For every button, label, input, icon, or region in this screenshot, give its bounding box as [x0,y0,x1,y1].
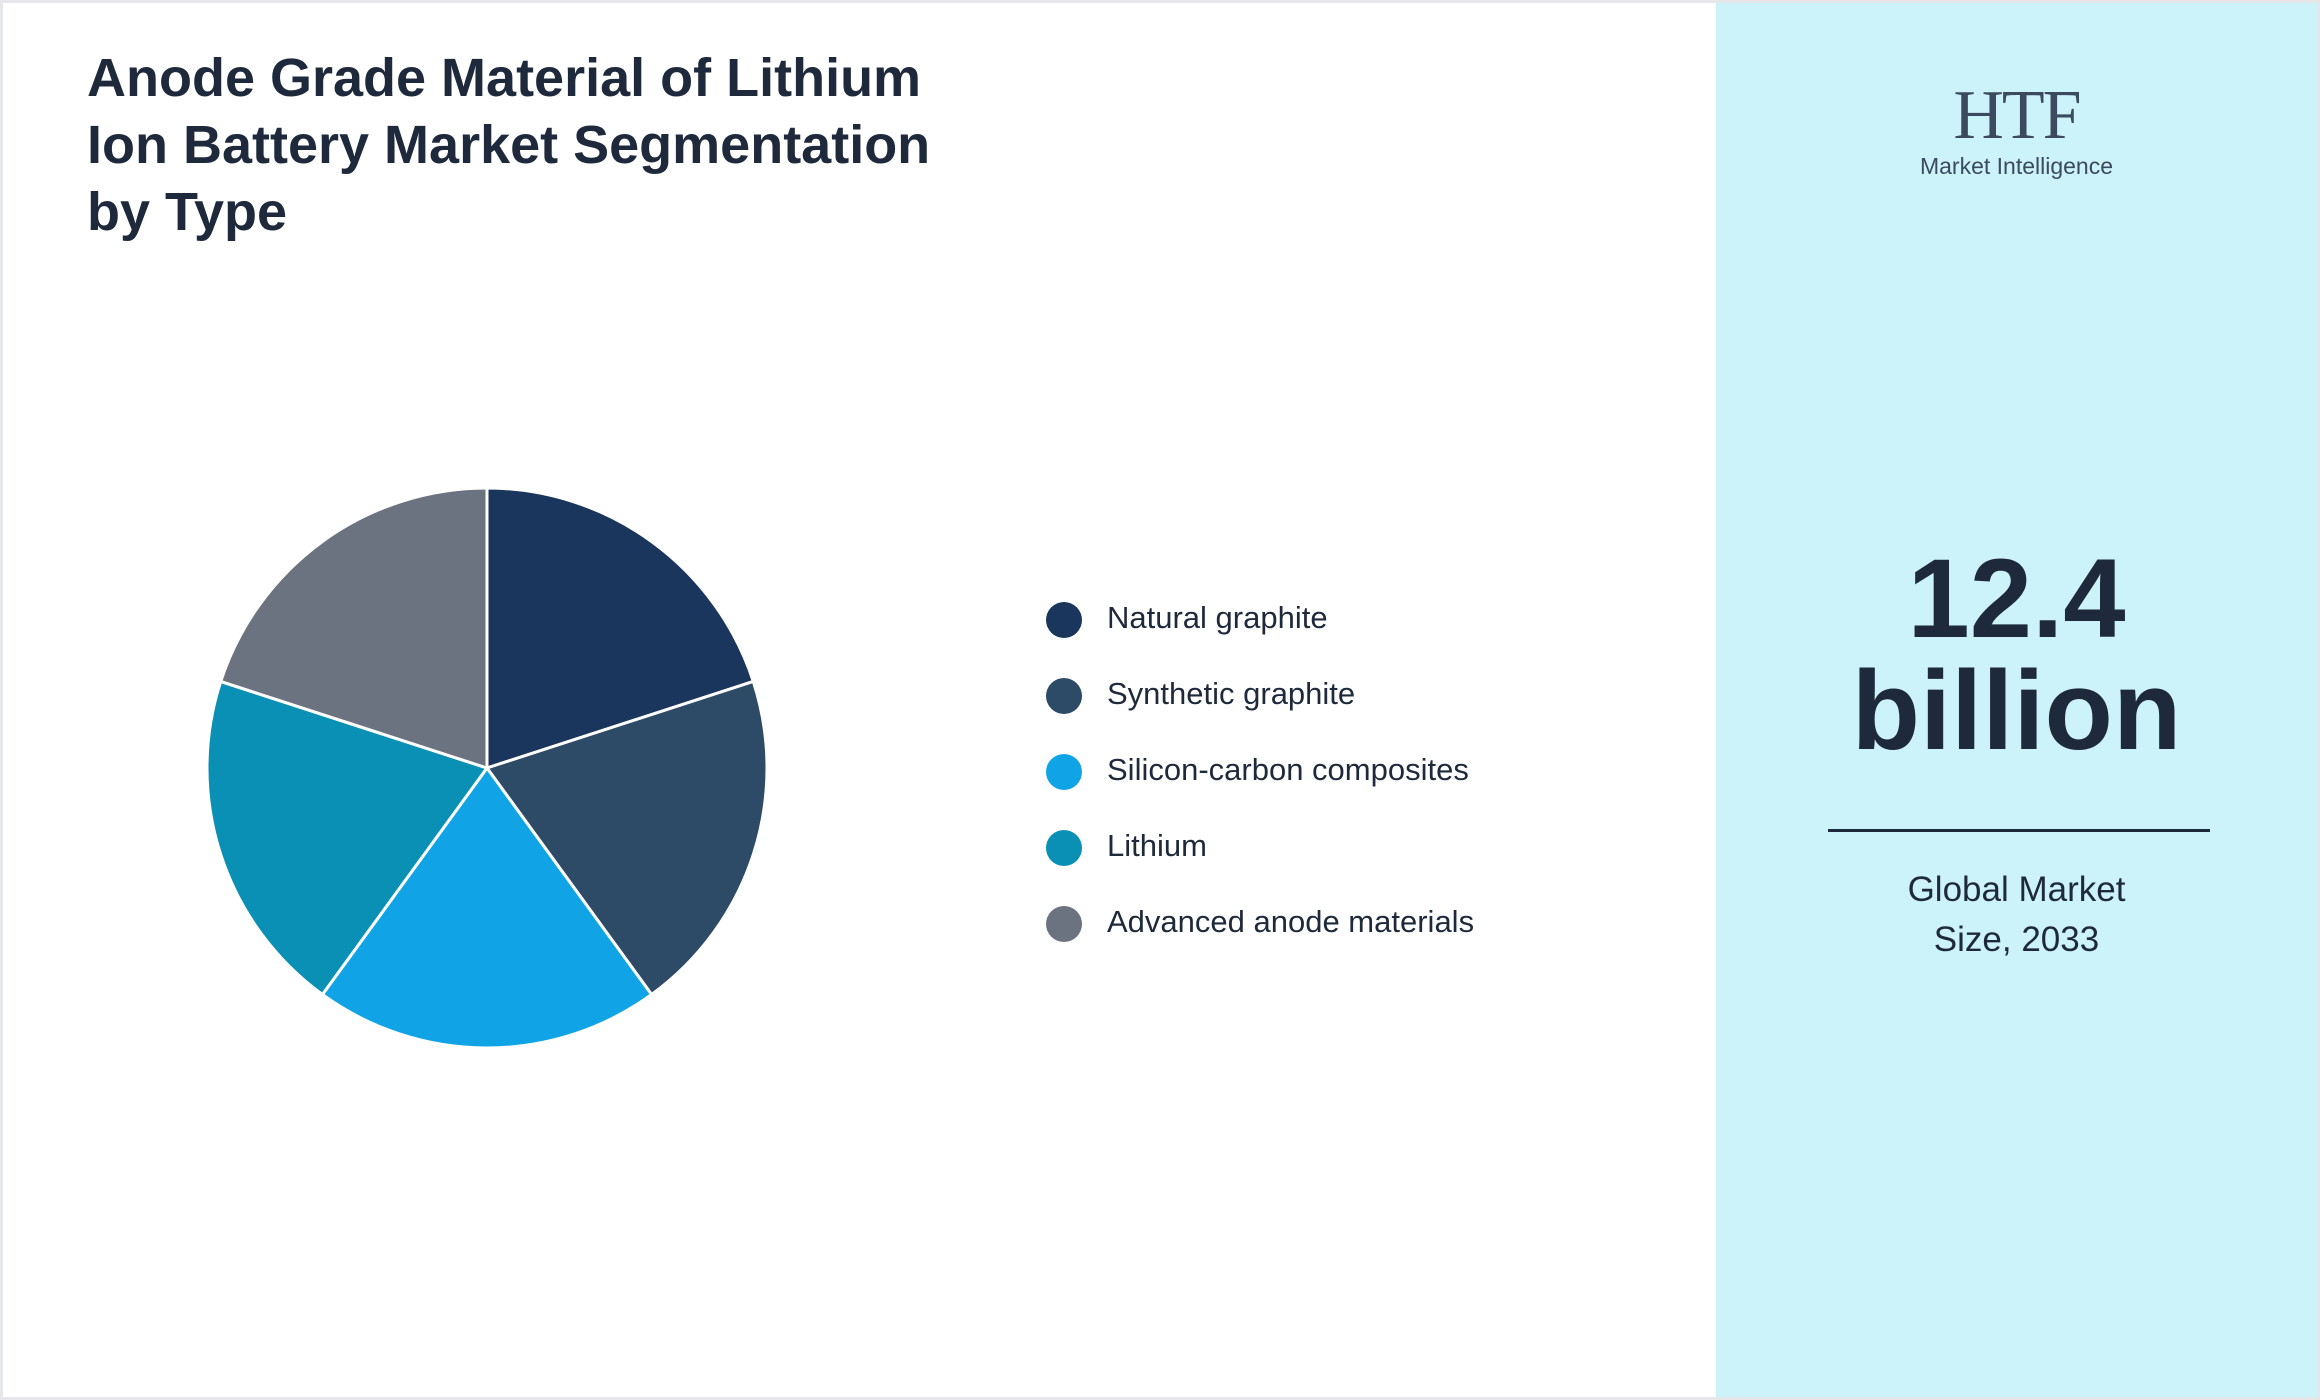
pie-slice [218,486,489,771]
legend-swatch [1046,678,1082,714]
chart: Natural graphite Synthetic graphite Silico… [205,486,1474,1050]
divider [1828,829,2210,832]
legend-label: Silicon-carbon composites [1107,752,1469,787]
pie-slice [485,486,756,771]
legend-swatch [1046,602,1082,638]
logo-tagline: Market Intelligence [1919,153,2114,179]
pie-slice [205,679,490,997]
legend-label: Synthetic graphite [1107,676,1355,711]
side-panel: HTF Market Intelligence 12.4 billion Glo… [1716,3,2317,1397]
legend-swatch [1046,754,1082,790]
legend-swatch [1046,830,1082,866]
legend-swatch [1046,906,1082,942]
market-size: 12.4 billion [1851,536,2182,773]
logo-name: HTF [1953,77,2081,154]
market-size-caption: Global Market Size, 2033 [1907,870,2126,959]
legend-label: Natural graphite [1107,600,1328,635]
logo: HTF Market Intelligence [1716,81,2317,180]
pie-slice [320,765,654,1050]
legend-label: Lithium [1107,828,1207,863]
legend-label: Advanced anode materials [1107,904,1474,939]
pie-slice [484,679,769,997]
chart-title: Anode Grade Material of Lithium Ion Batt… [87,48,931,242]
